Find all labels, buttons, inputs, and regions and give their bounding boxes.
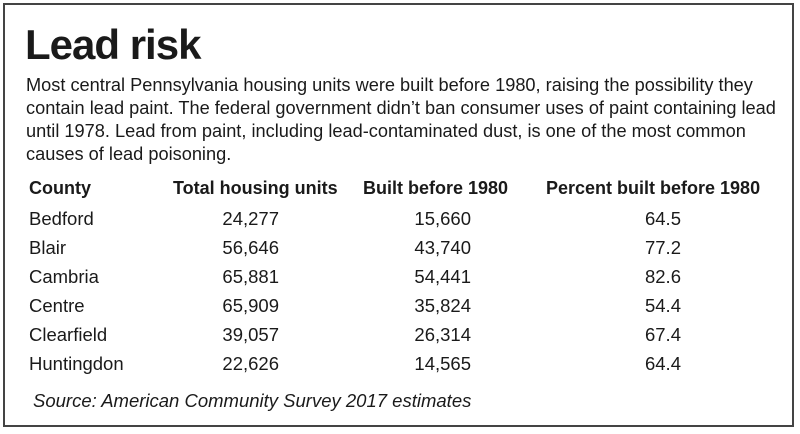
table-row: Cambria 65,881 54,441 82.6 xyxy=(5,262,796,291)
table-row: Huntingdon 22,626 14,565 64.4 xyxy=(5,349,796,378)
county-cell: Blair xyxy=(29,237,67,258)
built-before-1980-cell: 35,824 xyxy=(414,295,471,316)
total-housing-units-cell: 22,626 xyxy=(222,353,279,374)
county-cell: Clearfield xyxy=(29,324,108,345)
total-housing-units-cell: 56,646 xyxy=(222,237,279,258)
percent-built-before-1980-cell: 64.4 xyxy=(644,353,681,374)
built-before-1980-cell: 14,565 xyxy=(414,353,471,374)
county-cell: Bedford xyxy=(29,208,94,229)
built-before-1980-cell: 54,441 xyxy=(414,266,471,287)
total-housing-units-cell: 24,277 xyxy=(222,208,279,229)
chart-title: Lead risk xyxy=(25,21,201,68)
column-header-built-before-1980: Built before 1980 xyxy=(363,178,509,198)
data-table: County Total housing units Built before … xyxy=(5,175,796,378)
percent-built-before-1980-cell: 54.4 xyxy=(644,295,681,316)
county-cell: Centre xyxy=(29,295,85,316)
table-header-row: County Total housing units Built before … xyxy=(5,175,796,204)
column-header-county: County xyxy=(29,178,91,198)
chart-description: Most central Pennsylvania housing units … xyxy=(26,75,776,164)
table-row: Bedford 24,277 15,660 64.5 xyxy=(5,204,796,233)
percent-built-before-1980-cell: 67.4 xyxy=(644,324,681,345)
total-housing-units-cell: 65,881 xyxy=(222,266,279,287)
percent-built-before-1980-cell: 77.2 xyxy=(644,237,681,258)
table-row: Centre 65,909 35,824 54.4 xyxy=(5,291,796,320)
county-cell: Huntingdon xyxy=(29,353,124,374)
graphic-frame: Lead risk Most central Pennsylvania hous… xyxy=(3,3,794,427)
column-header-percent-built-before-1980: Percent built before 1980 xyxy=(546,178,761,198)
table-row: Clearfield 39,057 26,314 67.4 xyxy=(5,320,796,349)
total-housing-units-cell: 39,057 xyxy=(222,324,279,345)
built-before-1980-cell: 26,314 xyxy=(414,324,471,345)
built-before-1980-cell: 43,740 xyxy=(414,237,471,258)
county-cell: Cambria xyxy=(29,266,99,287)
source-note: Source: American Community Survey 2017 e… xyxy=(33,390,472,411)
percent-built-before-1980-cell: 64.5 xyxy=(644,208,681,229)
column-header-total-housing-units: Total housing units xyxy=(173,178,338,198)
percent-built-before-1980-cell: 82.6 xyxy=(644,266,681,287)
table-row: Blair 56,646 43,740 77.2 xyxy=(5,233,796,262)
built-before-1980-cell: 15,660 xyxy=(414,208,471,229)
total-housing-units-cell: 65,909 xyxy=(222,295,279,316)
